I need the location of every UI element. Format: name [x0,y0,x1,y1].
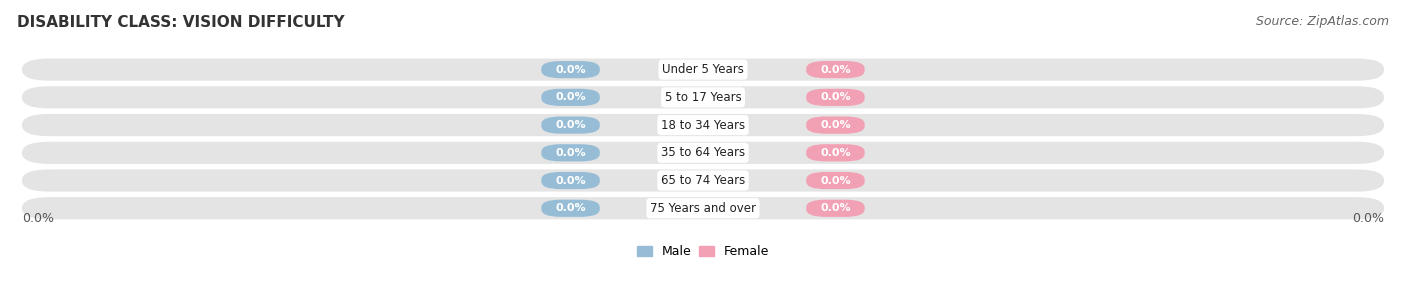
Text: 0.0%: 0.0% [820,148,851,158]
FancyBboxPatch shape [541,61,600,78]
FancyBboxPatch shape [22,142,1384,164]
FancyBboxPatch shape [541,117,600,134]
Text: Source: ZipAtlas.com: Source: ZipAtlas.com [1256,15,1389,28]
Text: 0.0%: 0.0% [1353,213,1384,225]
FancyBboxPatch shape [806,61,865,78]
FancyBboxPatch shape [806,172,865,189]
Text: 0.0%: 0.0% [555,148,586,158]
FancyBboxPatch shape [22,170,1384,192]
Text: 35 to 64 Years: 35 to 64 Years [661,146,745,159]
FancyBboxPatch shape [806,200,865,217]
FancyBboxPatch shape [806,89,865,106]
Text: 0.0%: 0.0% [555,120,586,130]
FancyBboxPatch shape [541,89,600,106]
FancyBboxPatch shape [22,59,1384,81]
FancyBboxPatch shape [22,114,1384,136]
FancyBboxPatch shape [541,172,600,189]
Text: 18 to 34 Years: 18 to 34 Years [661,119,745,131]
Legend: Male, Female: Male, Female [637,246,769,258]
FancyBboxPatch shape [806,144,865,161]
FancyBboxPatch shape [22,197,1384,219]
Text: 0.0%: 0.0% [555,176,586,185]
Text: 0.0%: 0.0% [820,176,851,185]
Text: Under 5 Years: Under 5 Years [662,63,744,76]
Text: 0.0%: 0.0% [555,203,586,213]
Text: 0.0%: 0.0% [22,213,53,225]
FancyBboxPatch shape [541,144,600,161]
Text: 0.0%: 0.0% [820,92,851,102]
Text: 0.0%: 0.0% [555,65,586,75]
Text: 65 to 74 Years: 65 to 74 Years [661,174,745,187]
FancyBboxPatch shape [22,86,1384,109]
FancyBboxPatch shape [806,117,865,134]
Text: 0.0%: 0.0% [555,92,586,102]
Text: 75 Years and over: 75 Years and over [650,202,756,215]
Text: 0.0%: 0.0% [820,203,851,213]
FancyBboxPatch shape [541,200,600,217]
Text: 0.0%: 0.0% [820,65,851,75]
Text: 5 to 17 Years: 5 to 17 Years [665,91,741,104]
Text: 0.0%: 0.0% [820,120,851,130]
Text: DISABILITY CLASS: VISION DIFFICULTY: DISABILITY CLASS: VISION DIFFICULTY [17,15,344,30]
